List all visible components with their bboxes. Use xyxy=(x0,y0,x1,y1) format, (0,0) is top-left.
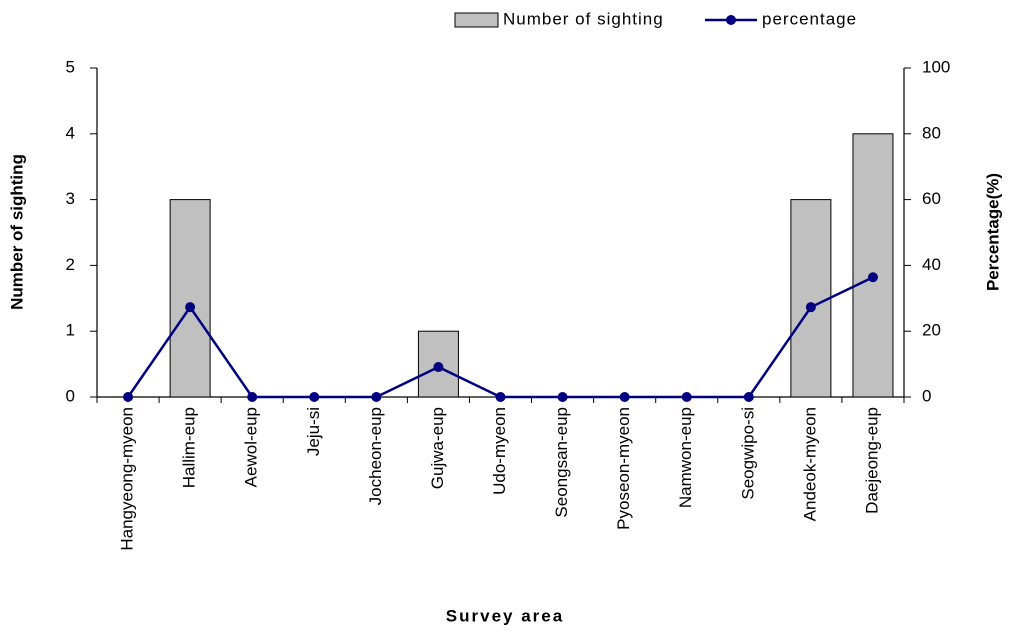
x-tick-label: Andeok-myeon xyxy=(800,407,819,521)
x-tick-label: Daejeong-eup xyxy=(862,407,881,514)
point xyxy=(557,392,568,402)
legend-label: percentage xyxy=(762,9,857,28)
legend-swatch xyxy=(726,15,736,25)
line xyxy=(127,276,874,399)
x-tick-label: Gujwa-eup xyxy=(428,407,447,489)
point xyxy=(185,302,196,313)
point xyxy=(681,392,692,402)
y-tick-label: 4 xyxy=(66,123,75,142)
y2-axis-title: Percentage(%) xyxy=(983,173,1002,291)
bar xyxy=(169,199,211,398)
y-tick-label: 1 xyxy=(66,321,75,340)
point xyxy=(433,362,444,373)
x-tick-label: Jeju-si xyxy=(304,407,323,456)
legend-swatch xyxy=(454,12,499,28)
legend-label: Number of sighting xyxy=(503,9,664,28)
y2-tick-label: 20 xyxy=(922,321,941,340)
x-axis-title: Survey area xyxy=(446,606,564,625)
x-tick-label: Namwon-eup xyxy=(676,407,695,508)
x-tick-label: Jocheon-eup xyxy=(366,407,385,505)
point xyxy=(123,392,134,402)
bar xyxy=(852,133,894,398)
point xyxy=(247,392,258,402)
x-tick-label: Seogwipo-si xyxy=(738,407,757,500)
y2-tick-label: 80 xyxy=(922,123,941,142)
x-tick-label: Pyoseon-myeon xyxy=(614,407,633,530)
y-tick-label: 0 xyxy=(66,386,75,405)
x-tick-label: Seongsan-eup xyxy=(552,407,571,518)
y2-tick-label: 100 xyxy=(922,57,950,76)
y-tick-label: 3 xyxy=(66,189,75,208)
y2-tick-label: 60 xyxy=(922,189,941,208)
x-tick-label: Hallim-eup xyxy=(180,407,199,488)
x-tick-label: Udo-myeon xyxy=(490,407,509,495)
point xyxy=(743,392,754,402)
point xyxy=(805,302,816,313)
y-axis-title: Number of sighting xyxy=(7,154,26,310)
point xyxy=(309,392,320,402)
x-tick-label: Hangyeong-myeon xyxy=(118,407,137,551)
x-tick-label: Aewol-eup xyxy=(242,407,261,487)
y-tick-label: 2 xyxy=(66,255,75,274)
point xyxy=(867,272,878,283)
point xyxy=(495,392,506,402)
point xyxy=(371,392,382,402)
point xyxy=(619,392,630,402)
y-tick-label: 5 xyxy=(66,57,75,76)
bar xyxy=(790,199,832,398)
y2-tick-label: 0 xyxy=(922,386,931,405)
y2-tick-label: 40 xyxy=(922,255,941,274)
